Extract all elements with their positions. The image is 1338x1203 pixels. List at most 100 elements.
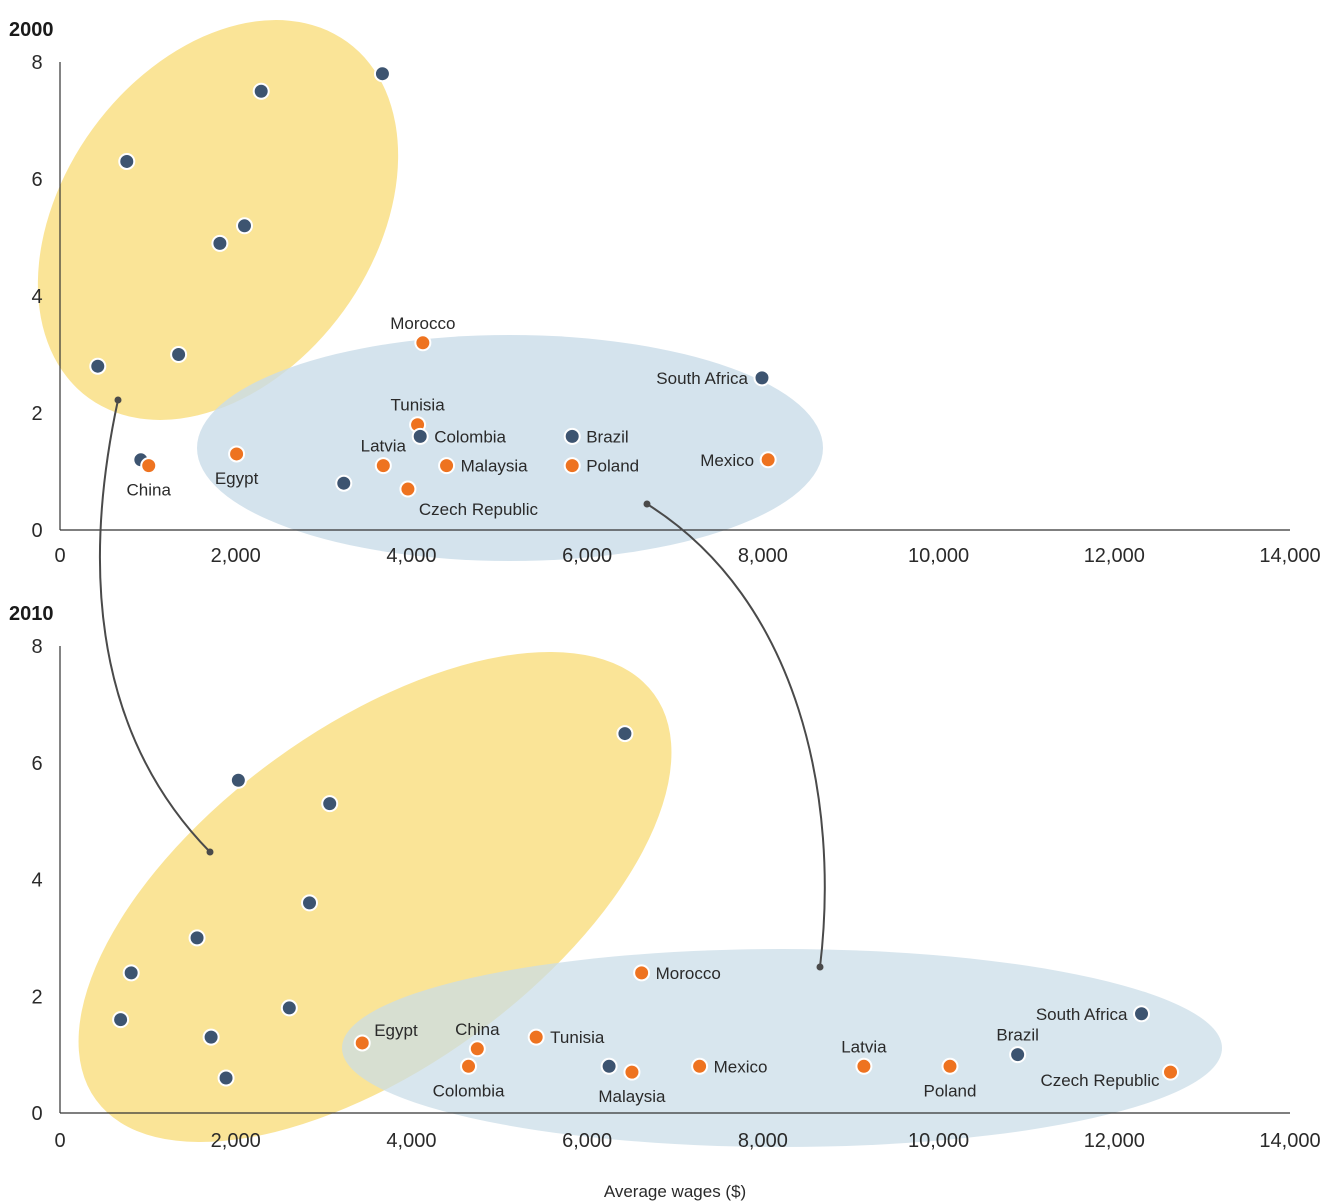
panel-title-2010: 2010 [9,603,54,625]
point-malaysia [623,1063,641,1081]
point-label: Czech Republic [1040,1071,1160,1090]
x-tick-label: 12,000 [1084,545,1145,567]
point-label: Egypt [215,469,259,488]
panel-2010: 2010 0 2,000 4,000 6,000 8,000 10,000 12,000 14… [9,603,1321,1201]
point-south-africa [1133,1005,1151,1023]
point-label: Czech Republic [419,500,539,519]
point-unlabeled [89,357,107,375]
y-tick-label: 2 [31,403,42,425]
low-wage-connector-end-dot [206,848,214,856]
low-wage-cluster-ellipse [78,651,672,1143]
cluster-transition-connectors [99,396,826,971]
panel-title-2000: 2000 [9,19,54,41]
point-poland [563,457,581,475]
point-unlabeled [616,725,634,743]
point-label: Malaysia [461,457,529,476]
x-axis-label: Average wages ($) [604,1182,746,1201]
y-tick-label: 0 [31,1103,42,1125]
point-label: Mexico [700,451,754,470]
point-morocco [414,334,432,352]
point-unlabeled [280,999,298,1017]
x-tick-label: 4,000 [386,1130,436,1152]
point-poland [941,1057,959,1075]
point-unlabeled [170,346,188,363]
point-mexico [691,1057,709,1075]
point-czech-republic [1162,1063,1180,1081]
point-unlabeled [112,1011,130,1029]
middle-wage-cluster-ellipse [342,949,1222,1147]
point-label: Mexico [714,1057,768,1076]
point-unlabeled [118,152,136,170]
middle-wage-cluster-ellipse [197,335,823,561]
x-tick-label: 2,000 [211,545,261,567]
point-latvia [374,457,392,475]
point-czech-republic [399,480,417,498]
cluster-ellipses-2000 [37,20,823,561]
point-colombia [411,427,429,445]
point-label: Brazil [586,427,629,446]
point-label: Brazil [996,1026,1039,1045]
x-tick-label: 2,000 [211,1130,261,1152]
y-tick-label: 0 [31,520,42,542]
point-label: Colombia [433,1081,505,1100]
point-latvia [855,1057,873,1075]
x-tick-label: 6,000 [562,1130,612,1152]
middle-wage-connector [646,503,826,968]
point-unlabeled [236,217,253,235]
axis-ticks-2000: 0 2,000 4,000 6,000 8,000 10,000 12,000 14,000 0… [31,52,1320,567]
point-label: China [127,481,172,500]
point-colombia [460,1057,478,1075]
x-tick-label: 4,000 [386,545,436,567]
point-label: Tunisia [390,396,445,415]
low-wage-cluster-ellipse [37,20,399,420]
point-label: Malaysia [598,1087,666,1106]
point-china [468,1040,486,1058]
panel-2000: 2000 0 2,000 4,000 6,000 8,000 10,000 12,000 14… [9,19,1321,567]
point-unlabeled [252,82,270,100]
point-unlabeled [122,964,140,982]
y-tick-label: 8 [31,52,42,74]
y-tick-label: 8 [31,636,42,658]
x-tick-label: 14,000 [1259,1130,1320,1152]
y-tick-label: 4 [31,870,42,892]
point-morocco [633,964,651,982]
x-tick-label: 14,000 [1259,545,1320,567]
x-tick-label: 6,000 [562,545,612,567]
point-unlabeled [373,65,391,83]
point-label: Latvia [361,437,407,456]
point-brazil [563,427,581,445]
point-label: Colombia [434,427,506,446]
point-unlabeled [188,929,206,947]
point-label: Egypt [374,1021,418,1040]
x-tick-label: 12,000 [1084,1130,1145,1152]
point-label: South Africa [656,369,748,388]
point-label: Poland [586,457,639,476]
point-malaysia [438,457,456,475]
point-label: South Africa [1036,1005,1128,1024]
low-wage-connector [99,399,211,853]
point-tunisia [527,1028,545,1046]
point-unlabeled [202,1028,220,1046]
cluster-ellipses-2010 [78,651,1222,1147]
point-egypt [228,445,246,463]
point-unlabeled [229,771,247,789]
point-unlabeled [335,474,353,492]
point-label: Latvia [841,1037,887,1056]
y-tick-label: 6 [31,169,42,191]
x-tick-label: 0 [54,1130,65,1152]
x-tick-label: 10,000 [908,1130,969,1152]
point-unlabeled [301,894,319,912]
middle-wage-connector-start-dot [643,500,651,508]
point-china [140,457,158,475]
point-mexico [759,451,777,469]
points-2000: China Egypt Morocco Tunisia Colombia Latvia Ma… [89,65,777,519]
point-unlabeled [321,795,339,813]
y-tick-label: 4 [31,286,42,308]
point-unlabeled [217,1069,235,1087]
point-label: Morocco [390,314,455,333]
axis-ticks-2010: 0 2,000 4,000 6,000 8,000 10,000 12,000 14,000 0… [31,636,1320,1152]
point-egypt [353,1034,371,1052]
point-unlabeled [600,1057,618,1075]
y-tick-label: 2 [31,986,42,1008]
